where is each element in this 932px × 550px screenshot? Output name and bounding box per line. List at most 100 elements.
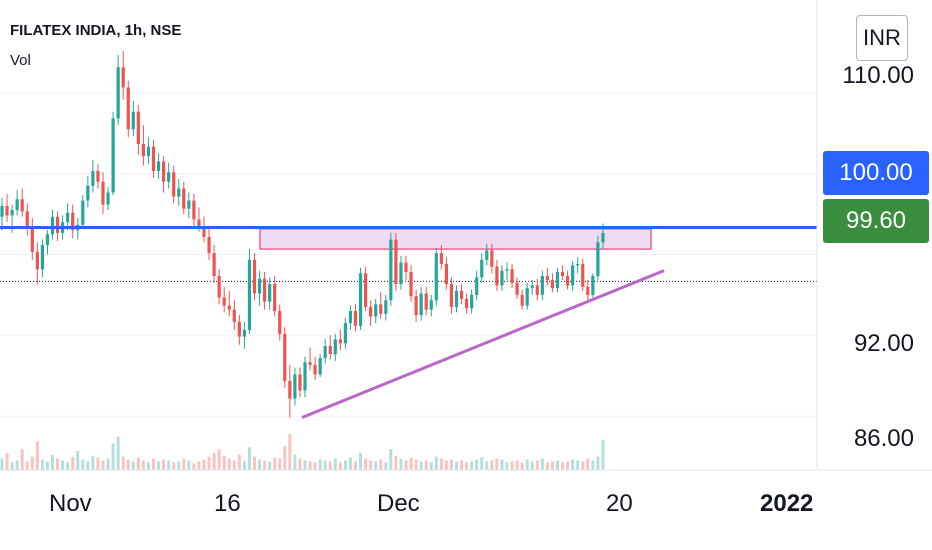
candle-body: [510, 269, 514, 283]
candle-body: [444, 263, 448, 285]
volume-bar: [495, 458, 499, 470]
volume-bar: [227, 458, 231, 470]
candle-body: [404, 262, 408, 272]
volume-bar: [510, 461, 514, 470]
candlestick-series: [0, 51, 605, 418]
currency-button[interactable]: INR: [856, 15, 908, 61]
candle-body: [293, 374, 297, 399]
volume-bar: [136, 457, 140, 470]
volume-bar: [348, 457, 352, 470]
volume-bar: [369, 460, 373, 470]
price-tick-86: 86.00: [853, 425, 914, 452]
volume-bar: [268, 461, 272, 470]
volume-bar: [278, 458, 282, 470]
candle-body: [187, 200, 191, 209]
volume-bar: [101, 460, 105, 470]
volume-bar: [172, 462, 176, 470]
volume-bar: [81, 459, 85, 470]
volume-bar: [470, 461, 474, 470]
volume-bar: [45, 461, 49, 470]
candle-body: [308, 362, 312, 365]
candle-body: [520, 294, 524, 306]
ascending-trendline[interactable]: [301, 269, 665, 419]
volume-bar: [384, 462, 388, 470]
volume-bar: [66, 462, 70, 470]
volume-bar: [303, 460, 307, 470]
volume-bar: [253, 456, 256, 470]
volume-bar: [131, 461, 135, 470]
volume-bar: [308, 461, 312, 470]
volume-indicator-label[interactable]: Vol: [10, 52, 31, 69]
volume-bars: [0, 433, 605, 470]
candle-body: [343, 323, 347, 344]
volume-bar: [182, 458, 186, 470]
volume-bar: [116, 436, 120, 470]
volume-bar: [293, 454, 297, 470]
candle-body: [136, 111, 140, 145]
volume-bar: [237, 454, 241, 470]
candle-body: [394, 239, 398, 285]
volume-bar: [61, 460, 65, 470]
candle-body: [323, 346, 327, 359]
candle-body: [55, 216, 60, 233]
volume-bar: [581, 461, 585, 470]
volume-bar: [91, 455, 95, 470]
candle-body: [30, 226, 34, 252]
candle-body: [338, 339, 342, 344]
volume-bar: [232, 460, 236, 470]
candle-body: [242, 329, 246, 337]
volume-bar: [15, 460, 19, 470]
candle-body: [227, 305, 231, 310]
time-tick-nov: Nov: [49, 490, 92, 517]
volume-bar: [71, 456, 75, 470]
volume-bar: [197, 461, 201, 470]
candle-body: [237, 321, 241, 337]
candle-body: [364, 273, 368, 308]
candle-body: [571, 265, 575, 286]
candle-body: [91, 170, 95, 186]
candle-body: [434, 253, 438, 301]
symbol-title[interactable]: FILATEX INDIA, 1h, NSE: [10, 22, 182, 39]
candle-body: [222, 297, 226, 306]
price-tick-92: 92.00: [853, 330, 914, 357]
volume-bar: [40, 459, 44, 470]
candle-body: [86, 185, 90, 201]
resistance-zone[interactable]: [259, 228, 652, 250]
volume-bar: [409, 457, 413, 470]
candle-body: [414, 296, 418, 316]
time-tick-16: 16: [214, 490, 241, 517]
volume-bar: [379, 459, 383, 470]
volume-bar: [247, 447, 251, 470]
candle-body: [96, 170, 100, 182]
candle-body: [167, 172, 171, 182]
volume-bar: [202, 459, 206, 470]
volume-bar: [505, 462, 509, 470]
candle-body: [5, 205, 9, 216]
candle-body: [207, 236, 211, 254]
volume-bar: [298, 458, 302, 470]
volume-bar: [460, 460, 464, 470]
candle-body: [172, 172, 176, 197]
candle-body: [399, 262, 403, 285]
volume-bar: [394, 455, 398, 470]
volume-bar: [323, 460, 327, 470]
candle-body: [459, 290, 464, 299]
volume-bar: [596, 456, 600, 470]
volume-bar: [56, 458, 60, 470]
candle-body: [485, 250, 489, 260]
candle-body: [10, 210, 14, 216]
volume-bar: [475, 459, 479, 470]
candle-body: [273, 284, 277, 312]
volume-bar: [126, 459, 130, 470]
volume-bar: [414, 459, 418, 470]
volume-bar: [571, 459, 575, 470]
candle-body: [303, 362, 307, 391]
price-gridlines: [0, 92, 817, 417]
volume-bar: [157, 461, 161, 470]
volume-bar: [354, 461, 357, 470]
candle-body: [162, 161, 166, 182]
volume-bar: [561, 462, 565, 470]
volume-bar: [439, 458, 443, 470]
candle-body: [131, 111, 135, 130]
